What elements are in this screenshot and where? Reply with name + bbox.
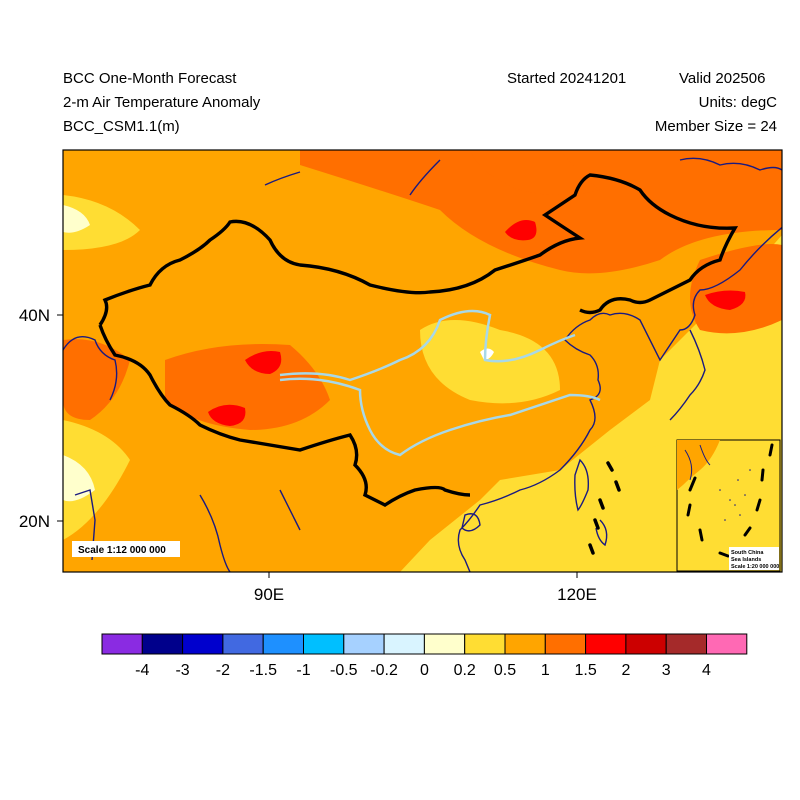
member-size-label: Member Size = 24 — [654, 118, 777, 135]
colorbar-swatch — [625, 633, 667, 655]
lat-label-20n: 20N — [19, 512, 50, 531]
colorbar-label: 1 — [541, 662, 550, 679]
field-red-tibet1 — [245, 351, 282, 374]
field-white-spot — [480, 348, 494, 360]
field-red-korea — [705, 290, 746, 310]
field-yellow-west — [63, 420, 130, 540]
colorbar-label: -0.2 — [370, 662, 398, 679]
colorbar-label: 1.5 — [574, 662, 596, 679]
field-red-tibet2 — [208, 404, 246, 426]
colorbar-swatch — [222, 633, 264, 655]
colorbar-swatch — [141, 633, 184, 655]
colorbar-label: -3 — [175, 662, 189, 679]
colorbar-swatch — [464, 633, 506, 655]
field-pale-west — [63, 455, 95, 502]
china-border-north — [98, 173, 739, 326]
colorbar-label: 4 — [702, 662, 711, 679]
dash-lines — [588, 461, 621, 555]
south-china-sea-inset: South China Sea Islands Scale 1:20 000 0… — [676, 439, 781, 572]
scale-label: Scale 1:12 000 000 — [78, 545, 166, 556]
model-name: BCC_CSM1.1(m) — [63, 118, 180, 135]
colorbar-swatch — [383, 633, 425, 655]
colorbar-swatch — [706, 633, 748, 655]
colorbar-label: -1 — [296, 662, 310, 679]
map-title: BCC One-Month Forecast — [63, 70, 237, 87]
colorbar-swatch — [303, 633, 345, 655]
lon-label-90e: 90E — [254, 585, 284, 604]
rivers — [279, 309, 601, 457]
colorbar-label: -1.5 — [249, 662, 277, 679]
colorbar-swatch — [423, 633, 466, 655]
field-darkorange-ne — [690, 244, 782, 334]
colorbar-label: 0.2 — [454, 662, 476, 679]
colorbar-label: 3 — [662, 662, 671, 679]
inset-scale: Scale 1:20 000 000 — [731, 564, 779, 570]
lon-label-120e: 120E — [557, 585, 597, 604]
inset-label-1: South China — [731, 550, 764, 556]
units-label: Units: degC — [698, 94, 777, 111]
field-red-mongolia — [505, 219, 537, 241]
variable-name: 2-m Air Temperature Anomaly — [63, 94, 261, 111]
colorbar-swatch — [262, 633, 305, 655]
colorbar-swatch — [585, 633, 627, 655]
valid-date: Valid 202506 — [679, 70, 766, 87]
map-frame — [62, 149, 783, 573]
colorbar-swatch — [544, 633, 587, 655]
colorbar: -4 -3 -2 -1.5 -1 -0.5 -0.2 0 0.2 0.5 1 1.5 2 3 4 — [101, 633, 748, 679]
colorbar-swatch — [343, 633, 385, 655]
colorbar-label: 0.5 — [494, 662, 516, 679]
field-pale-nw — [63, 205, 90, 233]
colorbar-swatch — [182, 633, 224, 655]
field-darkorange-tibet — [165, 344, 330, 430]
field-yellow-nw — [63, 195, 140, 250]
colorbar-label: -0.5 — [330, 662, 358, 679]
field-darkorange-n2 — [470, 150, 600, 195]
colorbar-label: 0 — [420, 662, 429, 679]
scale-box — [72, 541, 180, 557]
china-border-south — [98, 324, 471, 507]
inset-islands — [719, 469, 751, 521]
colorbar-swatch — [504, 633, 546, 655]
lat-label-40n: 40N — [19, 306, 50, 325]
inset-dash-lines — [686, 443, 774, 558]
inset-label-2: Sea Islands — [731, 557, 761, 563]
colorbar-swatch — [665, 633, 708, 655]
colorbar-label: -2 — [216, 662, 230, 679]
colorbar-label: -4 — [135, 662, 149, 679]
started-date: Started 20241201 — [507, 70, 627, 87]
coastlines — [63, 157, 782, 572]
axis-ticks — [57, 314, 578, 578]
colorbar-swatch — [101, 633, 143, 655]
colorbar-label: 2 — [621, 662, 630, 679]
